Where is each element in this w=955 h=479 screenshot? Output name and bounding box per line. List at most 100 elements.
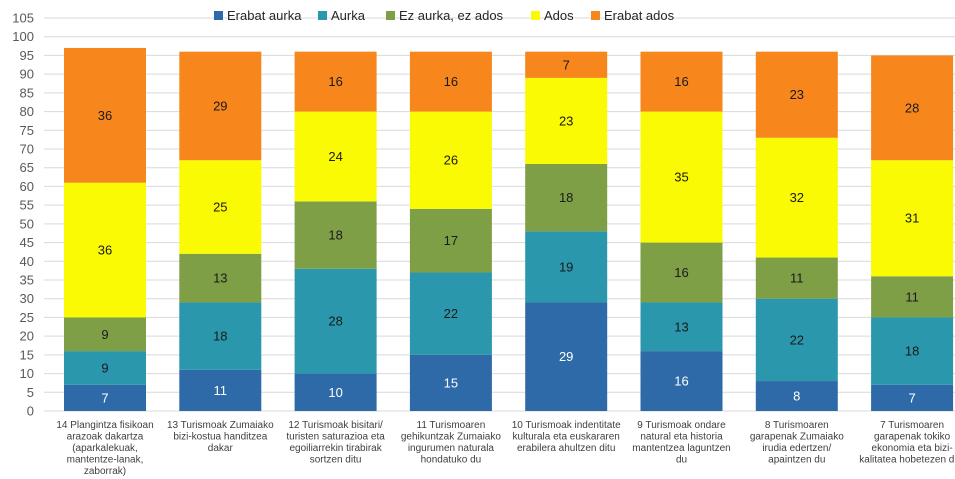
y-tick-label: 60 xyxy=(20,179,34,194)
bar-segment xyxy=(755,381,838,411)
bar-segment xyxy=(755,137,838,258)
bar-segment xyxy=(294,111,377,202)
bar-segment xyxy=(409,272,492,355)
bar-segment xyxy=(64,351,146,385)
x-category-label: apaintzen du xyxy=(768,455,825,466)
data-label: 9 xyxy=(101,327,108,342)
x-category-label: 10 Turismoak indentitate xyxy=(512,420,621,431)
legend-swatch xyxy=(386,11,395,20)
y-tick-label: 95 xyxy=(20,48,34,63)
bar-segment xyxy=(64,182,146,318)
bar-segment xyxy=(755,298,838,382)
bar-segment xyxy=(871,317,954,385)
y-tick-label: 70 xyxy=(20,142,34,157)
bar-segment xyxy=(294,51,377,112)
y-tick-label: 25 xyxy=(20,310,34,325)
x-category-label: hondatuko du xyxy=(421,455,482,466)
data-label: 16 xyxy=(674,265,688,280)
legend-swatch xyxy=(531,11,540,20)
data-label: 11 xyxy=(790,271,804,286)
y-tick-label: 55 xyxy=(20,198,34,213)
bar-segment xyxy=(179,253,262,303)
x-category-label: arazoak dakartza xyxy=(67,432,144,443)
bar-segment xyxy=(294,373,377,411)
x-category-label: du xyxy=(676,455,687,466)
x-category-label: mantentzea laguntzen xyxy=(632,443,730,454)
legend-label: Aurka xyxy=(331,8,366,23)
bar-segment xyxy=(64,47,146,183)
y-tick-label: 45 xyxy=(20,235,34,250)
bar-segment xyxy=(409,354,492,411)
y-tick-label: 30 xyxy=(20,291,34,306)
data-label: 13 xyxy=(213,271,227,286)
x-category-label: ingurumen naturala xyxy=(408,443,495,454)
bar-segment xyxy=(871,276,954,318)
data-label: 26 xyxy=(444,153,458,168)
data-label: 18 xyxy=(905,344,919,359)
data-label: 13 xyxy=(674,319,688,334)
data-label: 28 xyxy=(328,314,342,329)
y-tick-label: 90 xyxy=(20,67,34,82)
data-label: 10 xyxy=(328,385,342,400)
bar-segment xyxy=(409,51,492,112)
data-label: 16 xyxy=(674,74,688,89)
data-label: 18 xyxy=(213,329,227,344)
legend-label: Erabat aurka xyxy=(227,8,302,23)
y-tick-label: 105 xyxy=(12,11,34,26)
y-tick-label: 100 xyxy=(12,29,34,44)
x-category-label: kalitatea hobetezen ditu xyxy=(859,455,955,466)
data-label: 18 xyxy=(559,190,573,205)
y-tick-label: 50 xyxy=(20,216,34,231)
data-label: 36 xyxy=(98,243,112,258)
x-category-label: 8 Turismoaren xyxy=(765,420,829,431)
x-category-label: turisten saturazioa eta xyxy=(286,432,385,443)
bar-segment xyxy=(640,51,723,112)
data-label: 29 xyxy=(213,98,227,113)
legend-swatch xyxy=(591,11,600,20)
bar-segment xyxy=(871,55,954,161)
x-category-label: natural eta historia xyxy=(640,432,723,443)
x-category-label: gehikuntzak Zumaiako xyxy=(401,432,501,443)
bar-segment xyxy=(64,384,146,411)
x-category-label: erabilera ahultzen ditu xyxy=(517,443,615,454)
x-category-label: kulturala eta euskararen xyxy=(513,432,620,443)
x-category-label: garapenak tokiko xyxy=(874,432,951,443)
x-category-label: mantentze-lanak, xyxy=(67,455,144,466)
bar-segment xyxy=(64,317,146,352)
data-label: 24 xyxy=(328,149,342,164)
data-label: 15 xyxy=(444,375,458,390)
x-category-label: 7 Turismoaren xyxy=(880,420,944,431)
x-category-label: 12 Turismoak bisitari/ xyxy=(288,420,383,431)
legend-swatch xyxy=(214,11,223,20)
x-category-label: irudia edertzen/ xyxy=(762,443,831,454)
bar-segment xyxy=(640,242,723,303)
y-tick-label: 0 xyxy=(27,404,34,419)
bar-segment xyxy=(525,163,608,232)
x-category-label: garapenak Zumaiako xyxy=(750,432,844,443)
data-label: 28 xyxy=(905,100,919,115)
data-label: 31 xyxy=(905,211,919,226)
y-tick-label: 20 xyxy=(20,329,34,344)
data-label: 35 xyxy=(674,170,688,185)
data-label: 9 xyxy=(101,360,108,375)
data-label: 23 xyxy=(559,113,573,128)
bar-segment xyxy=(294,268,377,374)
bar-segment xyxy=(409,208,492,273)
bar-segment xyxy=(871,160,954,277)
bar-segment xyxy=(525,51,608,78)
x-category-label: egoiliarrekin tirabirak xyxy=(289,443,382,454)
bar-segment xyxy=(525,302,608,411)
data-label: 18 xyxy=(328,228,342,243)
y-tick-label: 75 xyxy=(20,123,34,138)
bar-segment xyxy=(755,257,838,299)
legend-swatch xyxy=(318,11,327,20)
data-label: 16 xyxy=(444,74,458,89)
x-category-label: (aparkalekuak, xyxy=(72,443,138,454)
legend-label: Ez aurka, ez ados xyxy=(399,8,504,23)
x-category-label: zaborrak) xyxy=(84,466,126,477)
data-label: 16 xyxy=(328,74,342,89)
data-label: 16 xyxy=(674,374,688,389)
data-label: 19 xyxy=(559,259,573,274)
data-label: 36 xyxy=(98,108,112,123)
